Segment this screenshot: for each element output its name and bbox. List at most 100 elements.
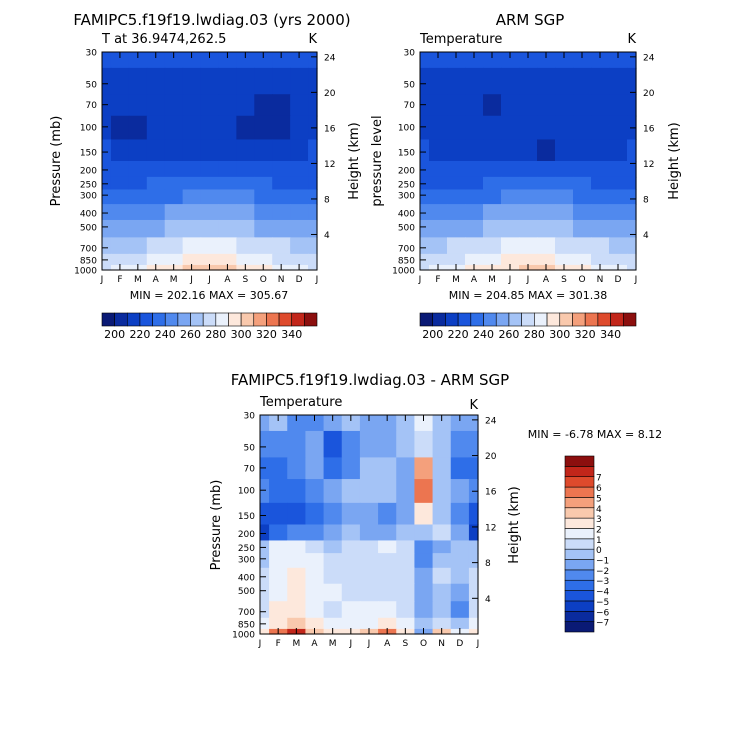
heatmap-cell [396,430,416,459]
heatmap-cell [627,189,637,205]
colorbar-swatch [495,312,510,327]
colorbar-label: 260 [498,328,519,341]
units-label: K [627,32,636,47]
heatmap-cell [447,139,466,162]
heatmap-cell [555,204,574,221]
heatmap-cell [591,94,610,117]
heatmap-cell [200,115,220,141]
heatmap-cell [447,67,466,95]
heatmap-cell [272,94,291,117]
y-tick-label-right: 12 [324,160,335,170]
heatmap-cell [110,115,130,141]
colorbar-label: 340 [281,328,302,341]
heatmap-cell [627,67,637,95]
heatmap-cell [396,540,416,554]
y-tick-label: 1000 [74,267,97,277]
heatmap-cell [429,67,448,95]
heatmap-cell [609,52,628,69]
colorbar-swatch [534,312,548,327]
heatmap-cell [236,67,255,95]
y-tick-label-right: 20 [643,89,655,99]
colorbar-swatch [559,312,573,327]
heatmap-cell [396,415,416,432]
plot-frame [101,51,318,271]
colorbar-label: 220 [448,328,469,341]
heatmap-cell [269,524,288,542]
heatmap-cell [609,189,628,205]
heatmap-cell [501,161,520,178]
heatmap-cell [341,567,361,585]
heatmap-cell [396,617,416,630]
colorbar-swatch [152,312,166,327]
heatmap-cell [308,176,318,191]
y-tick-label-right: 4 [324,231,330,241]
heatmap-cell [218,253,237,266]
heatmap-cell [128,139,148,162]
x-tick-label: F [435,275,440,285]
colorbar-label: 300 [549,328,570,341]
heatmap-cell [483,115,502,141]
plot-frame [259,414,479,635]
heatmap-cell [591,219,610,238]
colorbar-swatch [622,312,637,327]
heatmap-cell [290,67,309,95]
heatmap-cell [110,204,130,221]
colorbar-swatch [564,497,595,509]
colorbar-swatch [564,621,595,633]
heatmap-cell [359,415,379,432]
heatmap-cell [260,430,270,459]
heatmap-cell [414,601,434,619]
heatmap-cell [254,115,273,141]
heatmap-cell [627,94,637,117]
heatmap-cell [305,617,325,630]
heatmap-cell [218,139,237,162]
heatmap-cell [519,176,538,191]
heatmap-cell [200,52,220,69]
heatmap-cell [447,94,466,117]
y-tick-label-right: 20 [324,89,336,99]
heatmap-cell [591,115,610,141]
heatmap-cell [182,176,202,191]
heatmap-cell [290,219,309,238]
y-tick-label-right: 4 [643,231,649,241]
heatmap-cell [128,94,148,117]
heatmap-cell [501,189,520,205]
heatmap-cell [359,567,379,585]
x-tick-label: M [488,275,496,285]
y-axis-label: pressure level [370,115,385,206]
y-tick-label: 200 [398,166,415,176]
heatmap-cell [305,502,325,526]
heatmap-cell [359,540,379,554]
heatmap-cell [218,94,237,117]
heatmap-cell [591,161,610,178]
heatmap-cell [414,567,434,585]
heatmap-cell [447,176,466,191]
heatmap-cell [164,237,184,255]
heatmap-cell [308,161,318,178]
heatmap-cell [555,139,574,162]
heatmap-cell [555,115,574,141]
heatmap-cell [102,219,112,238]
colorbar-label: 7 [596,474,602,484]
heatmap-cell [272,189,291,205]
heatmap-cell [627,264,637,271]
colorbar-swatch [457,312,472,327]
heatmap-cell [323,540,343,554]
heatmap-cell [468,567,479,585]
heatmap-cell [323,502,343,526]
colorbar-label: 200 [104,328,125,341]
heatmap-cell [591,204,610,221]
colorbar-swatch [253,312,267,327]
y-tick-label: 500 [80,223,97,233]
heatmap-cell [429,219,448,238]
heatmap-cell [420,67,430,95]
heatmap-cell [254,237,273,255]
heatmap-cell [519,139,538,162]
heatmap-cell [290,176,309,191]
heatmap-cell [254,253,273,266]
heatmap-cell [573,204,592,221]
heatmap-cell [396,479,416,504]
heatmap-cell [378,553,397,569]
x-tick-label: A [153,275,160,285]
heatmap-cell [468,502,479,526]
